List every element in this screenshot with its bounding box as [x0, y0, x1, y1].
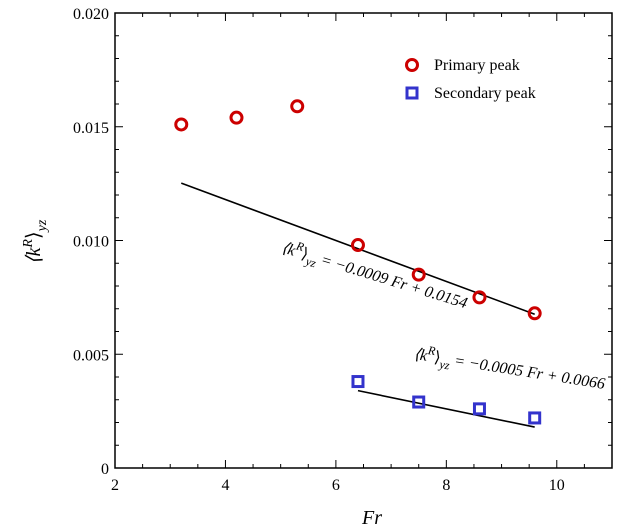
primary-peak-point — [174, 117, 189, 132]
legend-marker-secondary — [405, 86, 419, 100]
fit-equation-label: ⟨kR⟩yz = −0.0005 Fr + 0.0066 — [412, 341, 607, 397]
legend-label: Secondary peak — [434, 85, 536, 102]
x-axis: 2 4 6 8 10 — [111, 13, 613, 494]
primary-peak-point — [472, 290, 487, 305]
fit-lines — [180, 182, 535, 428]
x-tick-label: 6 — [332, 477, 340, 494]
fit-line — [180, 182, 535, 315]
x-axis-title: Fr — [361, 507, 382, 529]
x-tick-label: 8 — [442, 477, 450, 494]
fit-line — [357, 389, 535, 428]
y-tick-label: 0.015 — [73, 120, 109, 137]
plot-border — [114, 12, 613, 469]
secondary-peak-point — [472, 402, 486, 416]
plot-frame — [114, 12, 613, 469]
x-tick-label: 2 — [111, 477, 119, 494]
x-tick-label: 4 — [221, 477, 229, 494]
primary-peak-point — [527, 306, 542, 321]
y-tick-label: 0.020 — [73, 6, 109, 23]
primary-peak-point — [290, 99, 305, 114]
secondary-peak-point — [528, 411, 542, 425]
y-axis-title-sub: yz — [35, 219, 50, 233]
fit-equation-label: ⟨kR⟩yz = −0.0009 Fr + 0.0154 — [278, 235, 470, 316]
legend-marker-primary — [405, 58, 419, 72]
y-axis-title-main: ⟨k — [23, 247, 45, 265]
y-axis: 0 0.005 0.010 0.015 0.020 — [73, 6, 612, 478]
legend: Primary peak Secondary peak — [405, 57, 536, 102]
secondary-peak-point — [412, 395, 426, 409]
primary-peak-point — [350, 238, 365, 253]
primary-peak-point — [411, 267, 426, 282]
y-axis-title-close: ⟩ — [23, 231, 45, 239]
x-tick-label: 10 — [549, 477, 565, 494]
y-tick-label: 0.005 — [73, 347, 109, 364]
fit-annotations: ⟨kR⟩yz = −0.0009 Fr + 0.0154 ⟨kR⟩yz = −0.… — [278, 235, 607, 397]
y-axis-title: ⟨kR⟩yz — [21, 219, 50, 264]
legend-label: Primary peak — [434, 57, 520, 74]
data-markers — [174, 99, 542, 425]
y-axis-title-sup: R — [21, 239, 36, 249]
primary-peak-point — [229, 110, 244, 125]
y-tick-label: 0.010 — [73, 234, 109, 251]
y-tick-label: 0 — [101, 461, 109, 478]
secondary-peak-point — [351, 375, 365, 389]
